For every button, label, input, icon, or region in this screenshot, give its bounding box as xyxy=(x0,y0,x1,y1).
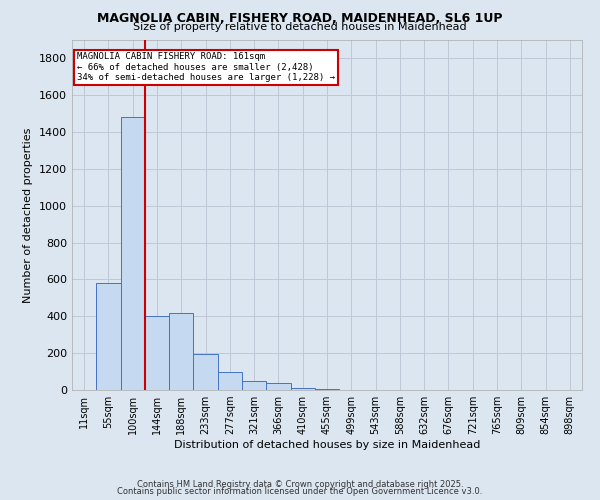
Text: MAGNOLIA CABIN, FISHERY ROAD, MAIDENHEAD, SL6 1UP: MAGNOLIA CABIN, FISHERY ROAD, MAIDENHEAD… xyxy=(97,12,503,26)
Bar xyxy=(193,354,218,390)
Text: Size of property relative to detached houses in Maidenhead: Size of property relative to detached ho… xyxy=(133,22,467,32)
Bar xyxy=(169,312,193,390)
Y-axis label: Number of detached properties: Number of detached properties xyxy=(23,128,34,302)
Bar xyxy=(218,372,242,390)
Bar xyxy=(290,388,315,390)
Bar xyxy=(96,283,121,390)
Bar xyxy=(121,118,145,390)
Bar xyxy=(145,316,169,390)
Text: MAGNOLIA CABIN FISHERY ROAD: 161sqm
← 66% of detached houses are smaller (2,428): MAGNOLIA CABIN FISHERY ROAD: 161sqm ← 66… xyxy=(77,52,335,82)
X-axis label: Distribution of detached houses by size in Maidenhead: Distribution of detached houses by size … xyxy=(174,440,480,450)
Bar xyxy=(266,382,290,390)
Text: Contains public sector information licensed under the Open Government Licence v3: Contains public sector information licen… xyxy=(118,487,482,496)
Text: Contains HM Land Registry data © Crown copyright and database right 2025.: Contains HM Land Registry data © Crown c… xyxy=(137,480,463,489)
Bar xyxy=(242,381,266,390)
